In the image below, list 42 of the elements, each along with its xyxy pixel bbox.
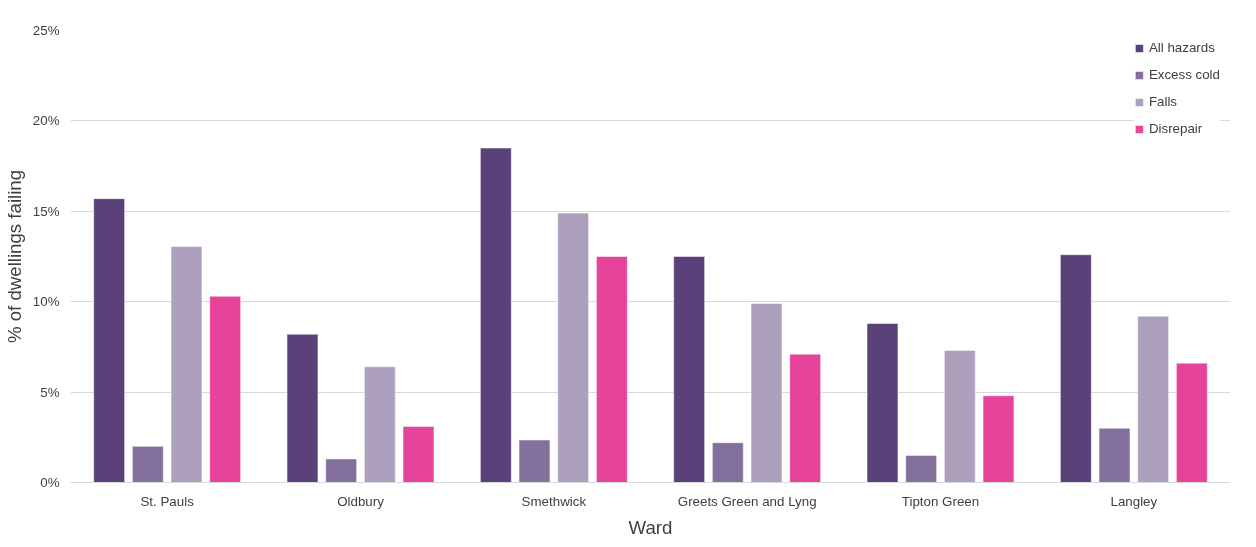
y-tick-label: 0% [40,475,60,490]
bar [170,246,203,483]
bar [1060,254,1092,483]
y-tick-label: 20% [32,113,60,129]
bar [750,303,783,483]
x-tick-label: Tipton Green [901,493,980,509]
bar [944,350,976,483]
y-tick-label: 25% [32,23,60,38]
bar [402,426,435,483]
bar [364,366,396,483]
bar [1137,315,1169,483]
bar [93,198,125,483]
bar [132,446,164,483]
bar [596,256,628,483]
bar [982,395,1015,483]
legend-label: All hazards [1148,40,1215,55]
bar [557,212,589,483]
bar [209,296,241,483]
legend-label: Excess cold [1148,67,1220,82]
bar [286,333,319,483]
x-tick-label: Langley [1110,493,1158,509]
legend-label: Disrepair [1148,121,1203,136]
bar [712,442,744,483]
y-tick-label: 5% [40,384,60,400]
bar [673,256,705,483]
x-tick-label: Greets Green and Lyng [677,493,817,509]
y-tick-label: 15% [32,203,60,219]
x-axis-title: Ward [628,516,673,538]
bar [1176,362,1208,483]
bar [1098,428,1131,483]
bar [789,353,821,483]
bar [905,455,937,483]
bar [866,323,899,483]
bar [480,147,512,483]
y-axis-title: % of dwellings failing [3,169,25,344]
x-tick-label: St. Pauls [140,493,195,509]
bar [325,458,357,483]
bar [518,439,551,483]
y-tick-label: 10% [32,294,60,310]
x-tick-label: Smethwick [521,493,587,509]
legend-label: Falls [1148,94,1178,109]
x-tick-label: Oldbury [337,493,385,509]
